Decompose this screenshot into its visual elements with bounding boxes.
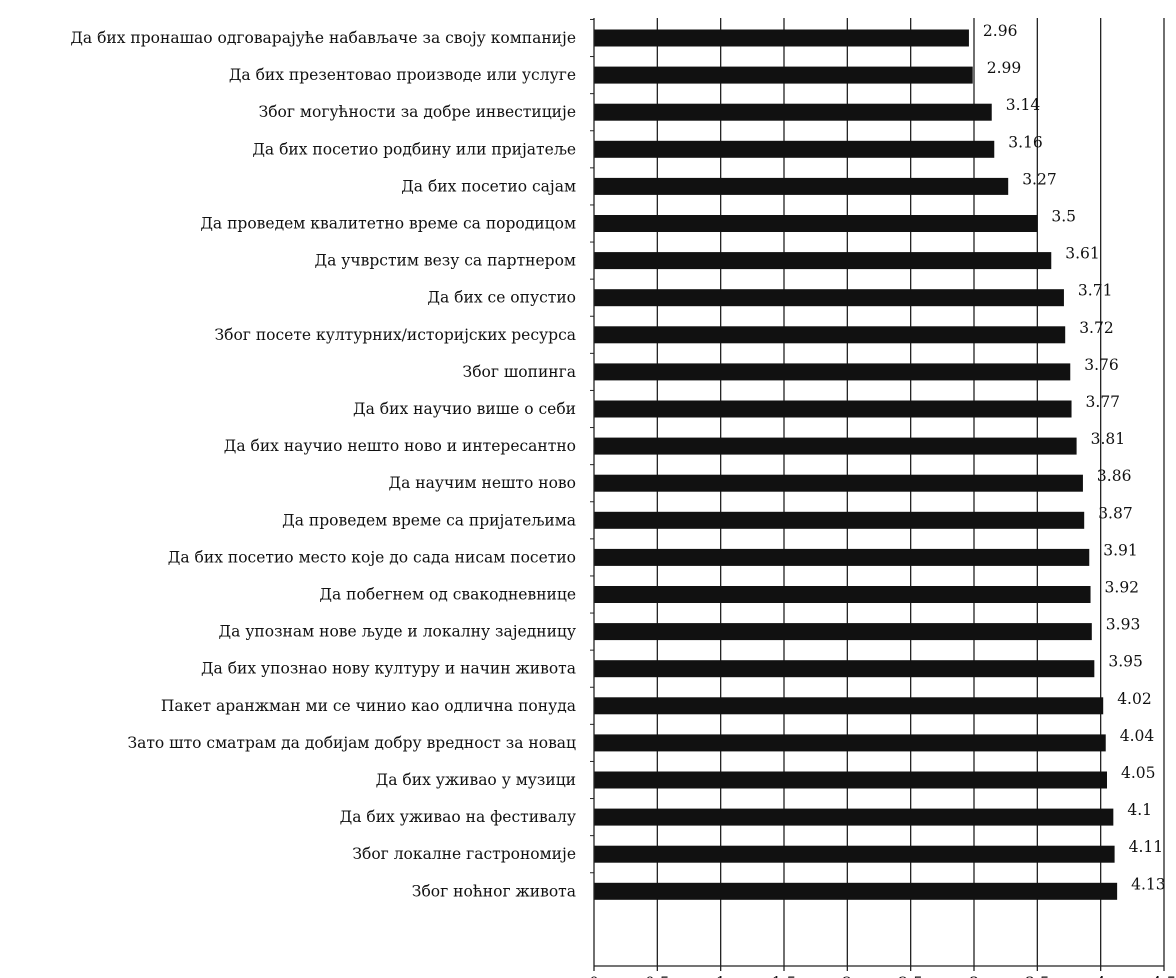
gridlines xyxy=(656,18,1165,966)
data-label: 3.81 xyxy=(1091,430,1126,448)
value-labels: 2.96 2.99 3.14 3.16 3.27 3.5 3.61 3.71 3.72 3.76 3… xyxy=(983,22,1166,893)
x-tick-label: 4 xyxy=(1096,974,1106,978)
data-label: 3.27 xyxy=(1022,170,1057,188)
category-label: Да проведем квалитетно време са породицо… xyxy=(200,215,576,233)
bar xyxy=(594,771,1107,789)
category-label: Да бих уживао на фестивалу xyxy=(340,808,576,826)
category-label: Да бих посетио сајам xyxy=(401,177,576,195)
category-label: Да научим нешто ново xyxy=(389,474,577,492)
bar xyxy=(594,177,1009,195)
category-label: Пакет аранжман ми се чинио као одлична п… xyxy=(161,697,576,715)
bar xyxy=(594,289,1064,307)
data-label: 4.04 xyxy=(1120,727,1155,745)
bar xyxy=(594,103,992,121)
data-label: 4.11 xyxy=(1129,838,1164,856)
category-label: Због шопинга xyxy=(463,363,576,381)
bar xyxy=(594,140,995,158)
data-label: 3.91 xyxy=(1103,541,1138,559)
bar xyxy=(594,882,1118,900)
x-tick-label: 2 xyxy=(842,974,852,978)
bar xyxy=(594,697,1104,715)
data-label: 3.87 xyxy=(1098,504,1133,522)
category-label: Због могућности за добре инвестиције xyxy=(259,103,576,121)
data-label: 3.71 xyxy=(1078,282,1113,300)
x-tick-labels: 0 0.5 1 1.5 2 2.5 3 3.5 4 4.5 xyxy=(589,974,1176,978)
data-label: 2.99 xyxy=(987,59,1022,77)
x-tick-label: 1.5 xyxy=(772,974,797,978)
data-label: 3.77 xyxy=(1086,393,1121,411)
bar xyxy=(594,363,1071,381)
data-label: 3.72 xyxy=(1079,319,1114,337)
bar xyxy=(594,400,1072,418)
category-label: Да побегнем од свакодневнице xyxy=(319,586,576,604)
category-label: Да бих презентовао производе или услуге xyxy=(229,66,576,84)
bar xyxy=(594,437,1077,455)
bar xyxy=(594,511,1085,529)
category-label: Да бих посетио родбину или пријатеље xyxy=(252,140,576,158)
bar xyxy=(594,474,1083,492)
category-label: Због посете културних/историјских ресурс… xyxy=(214,326,576,344)
category-label: Да бих уживао у музици xyxy=(376,771,576,789)
data-label: 3.61 xyxy=(1065,245,1100,263)
data-label: 4.13 xyxy=(1131,875,1166,893)
bar xyxy=(594,660,1095,678)
category-label: Да бих посетио место које до сада нисам … xyxy=(168,548,576,566)
x-tick-label: 0.5 xyxy=(645,974,670,978)
category-label: Да бих научио нешто ново и интересантно xyxy=(224,437,576,455)
x-tick-label: 4.5 xyxy=(1152,974,1176,978)
x-tick-label: 2.5 xyxy=(898,974,923,978)
bar xyxy=(594,623,1092,641)
data-label: 3.76 xyxy=(1084,356,1119,374)
category-label: Због локалне гастрономије xyxy=(352,845,576,863)
bar xyxy=(594,29,969,47)
bar xyxy=(594,734,1106,752)
category-label: Да бих упознао нову културу и начин живо… xyxy=(201,660,576,678)
bar xyxy=(594,326,1066,344)
category-label: Да бих пронашао одговарајуће набављаче з… xyxy=(70,29,576,47)
data-label: 4.02 xyxy=(1117,690,1152,708)
data-label: 2.96 xyxy=(983,22,1018,40)
category-label: Због ноћног живота xyxy=(412,882,576,900)
data-label: 3.95 xyxy=(1108,653,1143,671)
data-label: 3.93 xyxy=(1106,616,1141,634)
bar xyxy=(594,808,1114,826)
category-label: Да бих се опустио xyxy=(427,289,576,307)
x-tick-label: 3 xyxy=(969,974,979,978)
data-label: 4.1 xyxy=(1127,801,1152,819)
x-tick-label: 1 xyxy=(716,974,726,978)
bar xyxy=(594,66,973,84)
bar xyxy=(594,586,1091,603)
category-label: Зато што сматрам да добијам добру вредно… xyxy=(127,734,576,752)
category-label: Да проведем време са пријатељима xyxy=(282,511,576,529)
category-label: Да учврстим везу са партнером xyxy=(315,252,577,270)
bar xyxy=(594,548,1090,566)
data-label: 3.86 xyxy=(1097,467,1132,485)
category-label: Да бих научио више о себи xyxy=(353,400,576,418)
x-tick-label: 0 xyxy=(589,974,599,978)
data-label: 4.05 xyxy=(1121,764,1156,782)
axes xyxy=(590,18,1165,971)
x-tick-label: 3.5 xyxy=(1025,974,1050,978)
bar xyxy=(594,252,1052,270)
data-label: 3.5 xyxy=(1051,208,1076,226)
data-label: 3.16 xyxy=(1008,133,1043,151)
data-label: 3.14 xyxy=(1006,96,1041,114)
category-label: Да упознам нове људе и локалну заједницу xyxy=(219,623,576,641)
category-labels: Да бих пронашао одговарајуће набављаче з… xyxy=(70,29,576,900)
data-label: 3.92 xyxy=(1105,579,1140,597)
bars xyxy=(594,29,1118,900)
bar xyxy=(594,845,1115,863)
bar xyxy=(594,215,1038,232)
